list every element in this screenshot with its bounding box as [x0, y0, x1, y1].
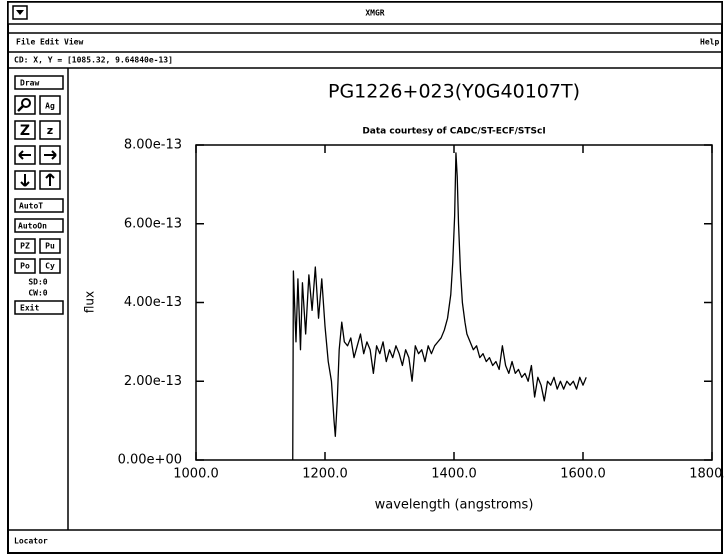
exit-button[interactable]: [14, 300, 64, 315]
arrow-up-icon: [45, 173, 55, 186]
arrow-down-icon: [20, 174, 30, 187]
draw-button[interactable]: [14, 75, 64, 90]
y-tick-label: 4.00e-13: [124, 295, 182, 310]
menu-file[interactable]: File: [16, 37, 35, 47]
chart-subtitle: Data courtesy of CADC/ST-ECF/STScI: [362, 127, 545, 137]
magnifier-icon: [17, 105, 24, 112]
exit-label: Exit: [20, 303, 39, 313]
menu-help[interactable]: Help: [700, 38, 719, 47]
zoom-in-button[interactable]: [14, 120, 36, 140]
x-tick-label: 1400.0: [431, 467, 477, 482]
x-tick-label: 1800.0: [689, 467, 724, 482]
autoscale-button[interactable]: [39, 95, 61, 115]
y-tick-label: 2.00e-13: [124, 374, 182, 389]
arrow-right-icon: [44, 150, 57, 160]
zoom-out-label: z: [47, 124, 53, 137]
y-tick-label: 8.00e-13: [124, 138, 182, 153]
window-title: XMGR: [365, 9, 384, 18]
x-tick-label: 1200.0: [302, 467, 348, 482]
autoon-label: AutoOn: [18, 222, 47, 231]
x-tick-label: 1600.0: [560, 467, 606, 482]
autoscale-label: Ag: [45, 102, 55, 111]
autoon-button[interactable]: [14, 218, 64, 233]
draw-label: Draw: [20, 79, 39, 88]
autot-button[interactable]: [14, 198, 64, 213]
sd-status: SD:0: [28, 278, 47, 287]
zoom-in-label: Z: [20, 123, 30, 139]
zoom-out-button[interactable]: [39, 120, 61, 140]
arrow-left-icon: [18, 150, 31, 160]
menu-edit[interactable]: Edit: [40, 37, 59, 47]
status-text: CD: X, Y = [1085.32, 9.64840e-13]: [14, 56, 173, 65]
locator-label: Locator: [14, 537, 48, 546]
cy-label: Cy: [45, 262, 55, 271]
chart-title: PG1226+023(Y0G40107T): [328, 81, 580, 103]
pz-button[interactable]: [14, 238, 36, 254]
y-tick-label: 6.00e-13: [124, 216, 182, 231]
x-tick-label: 1000.0: [173, 467, 219, 482]
cw-status: CW:0: [28, 289, 47, 298]
y-tick-label: 0.00e+00: [118, 453, 182, 468]
pu-button[interactable]: [39, 238, 61, 254]
magnifier-icon: [21, 98, 31, 108]
chart: PG1226+023(Y0G40107T) Data courtesy of C…: [83, 81, 724, 513]
autot-label: AutoT: [19, 202, 43, 211]
po-button[interactable]: [14, 258, 36, 274]
window-menu-icon: [16, 10, 24, 15]
y-axis-label: flux: [83, 291, 97, 313]
title-bar: [7, 1, 723, 25]
pu-label: Pu: [45, 242, 55, 251]
spectrum-line: [292, 152, 587, 461]
pz-label: PZ: [20, 242, 30, 251]
x-axis-label: wavelength (angstroms): [375, 498, 534, 513]
po-label: Po: [20, 262, 30, 271]
menu-view[interactable]: View: [64, 37, 83, 47]
window-frame: [7, 1, 723, 554]
cy-button[interactable]: [39, 258, 61, 274]
